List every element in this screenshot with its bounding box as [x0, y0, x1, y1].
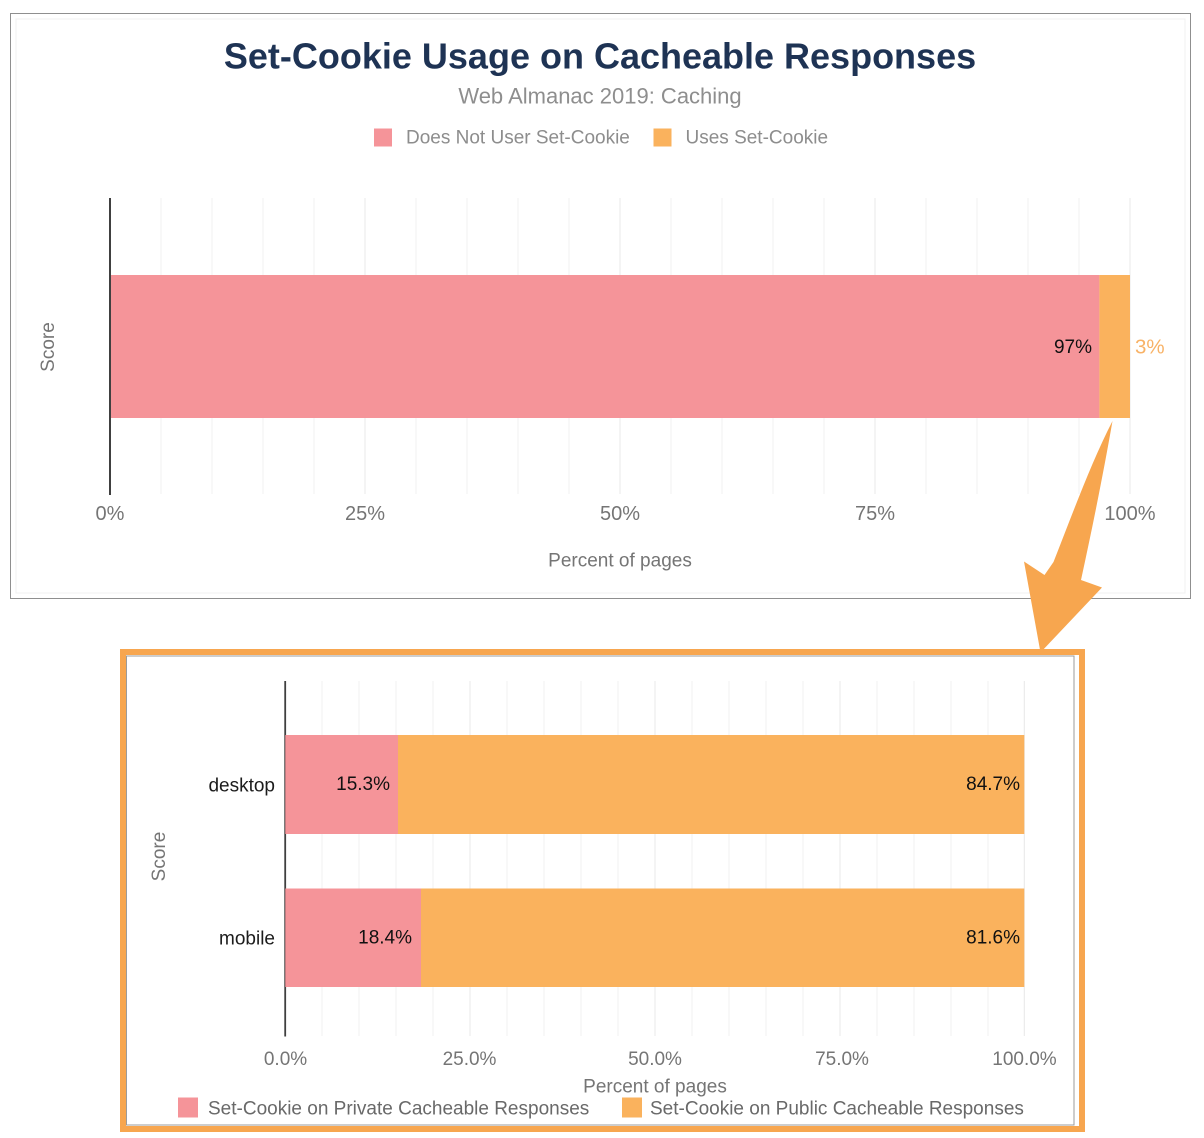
svg-text:75.0%: 75.0% — [815, 1049, 869, 1070]
svg-text:100.0%: 100.0% — [992, 1049, 1057, 1070]
svg-text:75%: 75% — [855, 503, 895, 525]
svg-text:Percent of pages: Percent of pages — [583, 1076, 727, 1097]
svg-text:50%: 50% — [600, 503, 640, 525]
svg-text:desktop: desktop — [208, 775, 275, 796]
svg-text:Set-Cookie on Private Cacheabl: Set-Cookie on Private Cacheable Response… — [208, 1099, 589, 1120]
svg-text:15.3%: 15.3% — [336, 774, 390, 795]
svg-text:mobile: mobile — [219, 928, 275, 949]
svg-text:Web Almanac 2019: Caching: Web Almanac 2019: Caching — [458, 84, 741, 109]
svg-text:97%: 97% — [1054, 337, 1092, 358]
svg-text:3%: 3% — [1135, 336, 1165, 359]
svg-text:Score: Score — [38, 322, 59, 372]
svg-text:25%: 25% — [345, 503, 385, 525]
svg-text:25.0%: 25.0% — [443, 1049, 497, 1070]
svg-text:18.4%: 18.4% — [358, 928, 412, 949]
svg-text:0.0%: 0.0% — [264, 1049, 307, 1070]
svg-text:Does Not User Set-Cookie: Does Not User Set-Cookie — [406, 128, 630, 149]
svg-text:Uses Set-Cookie: Uses Set-Cookie — [686, 128, 829, 149]
svg-text:50.0%: 50.0% — [628, 1049, 682, 1070]
svg-text:81.6%: 81.6% — [966, 928, 1020, 949]
svg-text:84.7%: 84.7% — [966, 774, 1020, 795]
svg-text:0%: 0% — [96, 503, 125, 525]
svg-text:Percent of pages: Percent of pages — [548, 551, 692, 572]
svg-text:100%: 100% — [1104, 503, 1155, 525]
svg-text:Set-Cookie Usage on Cacheable: Set-Cookie Usage on Cacheable Responses — [224, 36, 976, 77]
svg-text:Score: Score — [149, 832, 170, 882]
svg-text:Set-Cookie on Public Cacheable: Set-Cookie on Public Cacheable Responses — [650, 1099, 1024, 1120]
